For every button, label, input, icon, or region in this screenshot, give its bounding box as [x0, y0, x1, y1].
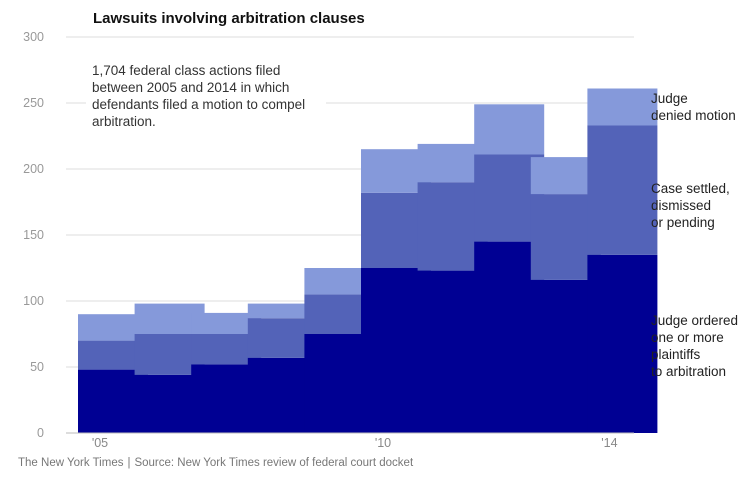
chart-title: Lawsuits involving arbitration clauses: [93, 10, 365, 27]
y-tick-label-50: 50: [30, 360, 44, 374]
y-tick-label-200: 200: [23, 162, 44, 176]
y-axis-tick-labels: 0 50 100 150 200 250 300: [23, 30, 44, 440]
x-tick-label-2010: '10: [375, 436, 391, 450]
footer-source: Source: New York Times review of federal…: [134, 457, 414, 469]
y-tick-label-100: 100: [23, 294, 44, 308]
legend-label-judge-denied-motion: Judge denied motion: [651, 91, 736, 123]
x-tick-label-2005: '05: [92, 436, 108, 450]
footer-credit: The New York Times | Source: New York Time…: [18, 457, 413, 469]
y-tick-label-150: 150: [23, 228, 44, 242]
x-tick-label-2014: '14: [601, 436, 617, 450]
footer-publisher: The New York Times: [18, 457, 124, 469]
bar-2012-series-2: [474, 104, 545, 155]
bar-series-group: [78, 88, 658, 433]
bar-2014-series-0: [587, 254, 658, 433]
bar-2014-series-1: [587, 125, 658, 255]
y-tick-label-0: 0: [37, 426, 44, 440]
bar-2008-series-2: [247, 303, 318, 319]
chart-annotation: 1,704 federal class actions filed betwee…: [86, 58, 326, 134]
bar-2014-series-2: [587, 88, 658, 126]
y-tick-label-250: 250: [23, 96, 44, 110]
legend-label-case-settled: Case settled, dismissed or pending: [651, 181, 730, 230]
x-axis-tick-labels: '05 '10 '14: [92, 436, 618, 450]
legend-label-judge-ordered-arbitration: Judge ordered one or more plaintiffs to …: [651, 313, 739, 379]
bar-2007-series-2: [191, 312, 262, 334]
y-tick-label-300: 300: [23, 30, 44, 44]
footer-separator: |: [127, 457, 131, 469]
